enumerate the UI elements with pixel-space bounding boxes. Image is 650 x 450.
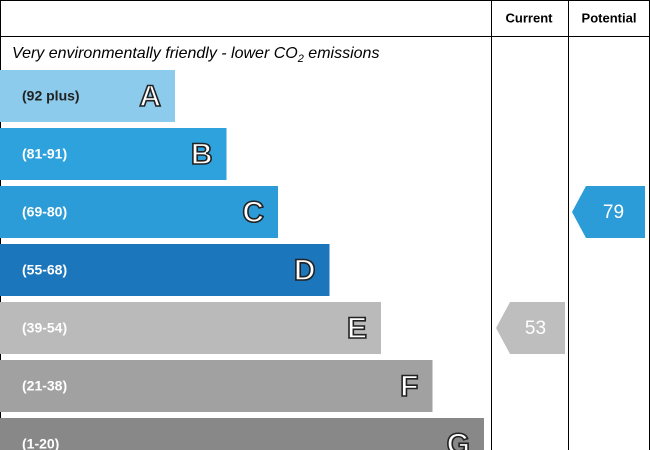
- current-arrow: [496, 302, 565, 354]
- band-bar: [0, 186, 278, 238]
- band-letter: B: [191, 138, 213, 171]
- band-letter: C: [242, 196, 264, 229]
- current-header: Current: [506, 10, 554, 25]
- band-range: (92 plus): [22, 88, 80, 104]
- band-letter: E: [347, 312, 367, 345]
- band-letter: G: [447, 428, 470, 450]
- band-bar: [0, 70, 175, 122]
- potential-value: 79: [603, 202, 624, 223]
- band-bar: [0, 244, 330, 296]
- band-letter: F: [400, 370, 418, 403]
- band-range: (69-80): [22, 204, 67, 220]
- band-range: (81-91): [22, 146, 67, 162]
- band-range: (39-54): [22, 320, 67, 336]
- band-range: (21-38): [22, 378, 67, 394]
- potential-arrow: [572, 186, 645, 238]
- potential-header: Potential: [582, 10, 637, 25]
- band-letter: D: [294, 254, 316, 287]
- band-letter: A: [139, 80, 161, 113]
- band-range: (55-68): [22, 262, 67, 278]
- band-bar: [0, 418, 484, 450]
- band-bar: [0, 302, 381, 354]
- band-range: (1-20): [22, 436, 59, 450]
- current-value: 53: [525, 318, 546, 339]
- subtitle: Very environmentally friendly - lower CO…: [12, 45, 379, 65]
- band-bar: [0, 128, 227, 180]
- band-bar: [0, 360, 433, 412]
